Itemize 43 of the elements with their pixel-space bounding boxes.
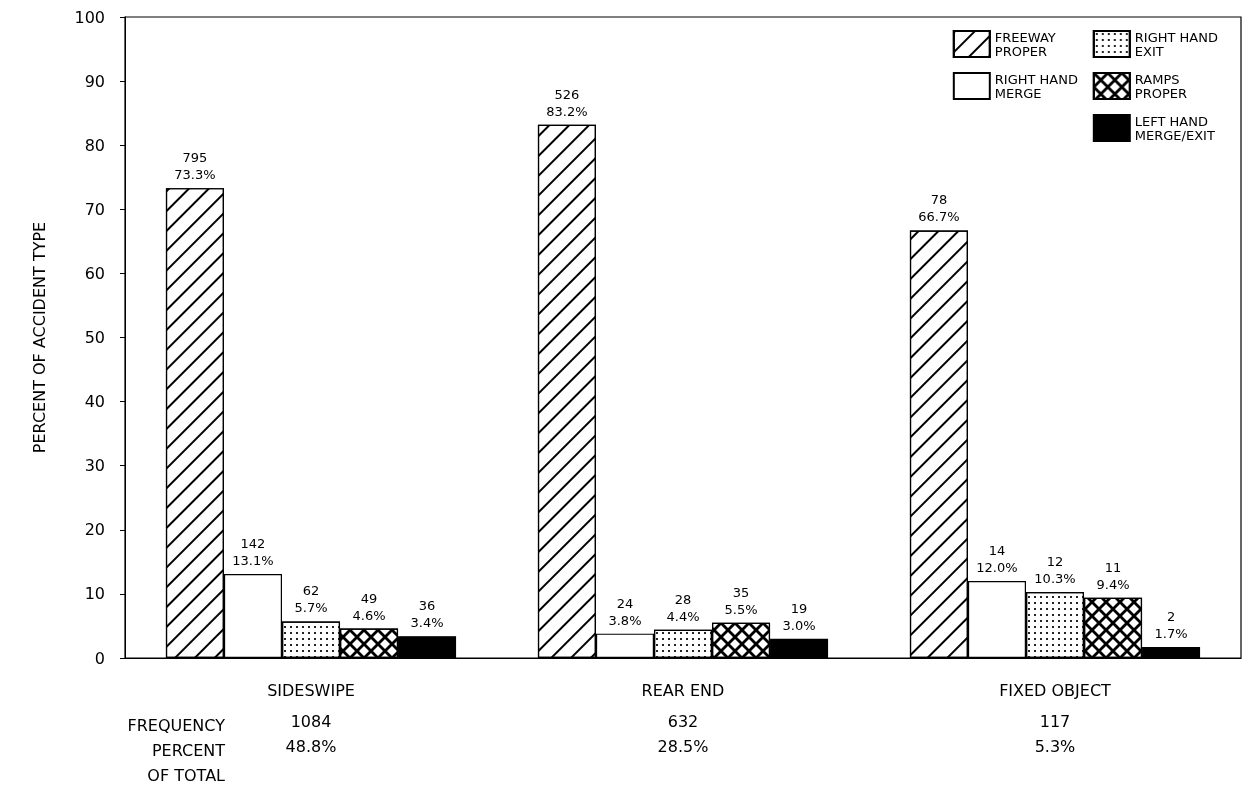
legend-label: RIGHT HAND EXIT xyxy=(1134,29,1219,59)
y-tick-label: 90 xyxy=(84,71,105,91)
legend-label: RIGHT HAND MERGE xyxy=(994,71,1079,101)
y-tick-label: 60 xyxy=(84,263,105,283)
data-label: 142 13.1% xyxy=(232,536,274,569)
y-tick-label: 30 xyxy=(84,456,105,476)
text: FREQUENCY xyxy=(127,716,226,735)
data-label: 12 10.3% xyxy=(1034,553,1076,586)
y-axis-title: PERCENT OF ACCIDENT TYPE xyxy=(29,221,49,454)
data-label: 11 9.4% xyxy=(1096,559,1130,592)
data-label: 78 66.7% xyxy=(918,192,960,225)
text: 1084 xyxy=(290,711,332,731)
data-label: 24 3.8% xyxy=(608,595,642,628)
data-label: 49 4.6% xyxy=(352,590,386,623)
legend-label: RAMPS PROPER xyxy=(1134,71,1188,101)
x-tick-label: SIDESWIPE xyxy=(267,680,355,700)
text: 632 xyxy=(667,711,699,731)
legend-label: LEFT HAND MERGE/EXIT xyxy=(1134,113,1215,143)
text: 48.8% xyxy=(285,736,337,756)
y-tick-label: 70 xyxy=(84,199,105,219)
data-label: 62 5.7% xyxy=(294,583,328,616)
legend-label: FREEWAY PROPER xyxy=(994,29,1056,59)
data-label: 19 3.0% xyxy=(782,600,816,633)
data-label: 28 4.4% xyxy=(666,591,700,624)
y-tick-label: 10 xyxy=(84,584,105,604)
data-label: 35 5.5% xyxy=(724,584,758,617)
data-label: 2 1.7% xyxy=(1154,609,1188,642)
text: PERCENT OF TOTAL xyxy=(147,741,226,785)
x-tick-label: FIXED OBJECT xyxy=(999,680,1112,700)
text: 117 xyxy=(1039,711,1071,731)
y-tick-label: 0 xyxy=(94,648,105,668)
y-tick-label: 40 xyxy=(84,392,105,412)
x-tick-label: REAR END xyxy=(641,680,725,700)
y-tick-label: 20 xyxy=(84,520,105,540)
data-label: 36 3.4% xyxy=(410,598,444,631)
data-label: 795 73.3% xyxy=(174,150,216,183)
data-label: 14 12.0% xyxy=(976,543,1018,576)
data-label: 526 83.2% xyxy=(546,86,588,119)
text: 28.5% xyxy=(657,736,709,756)
y-tick-label: 80 xyxy=(84,135,105,155)
text: 5.3% xyxy=(1034,736,1076,756)
y-tick-label: 50 xyxy=(84,328,105,347)
y-tick-label: 100 xyxy=(74,7,105,27)
